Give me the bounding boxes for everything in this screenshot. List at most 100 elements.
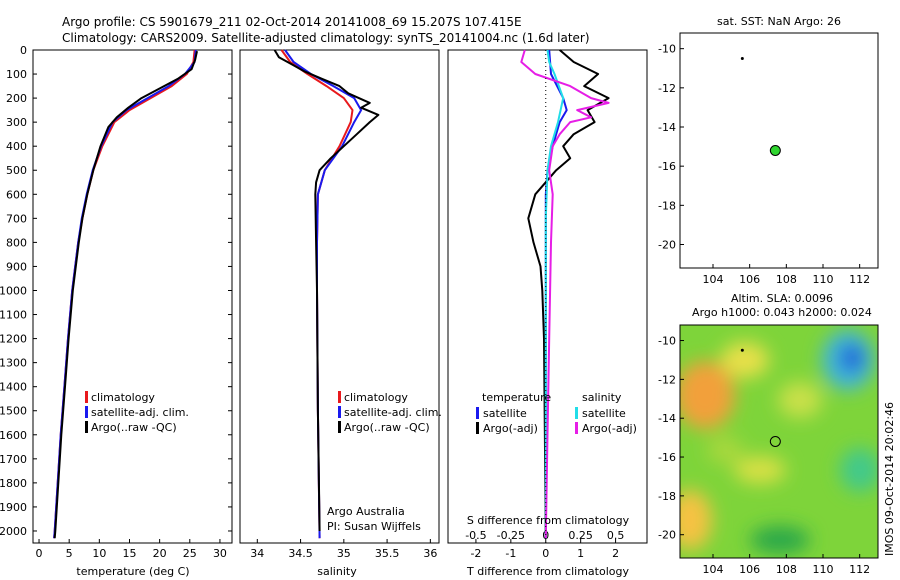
map-x-tick-label: 108 bbox=[776, 563, 797, 576]
x-tick-label: 2 bbox=[612, 547, 619, 560]
annotation-argo-australia: Argo Australia bbox=[327, 505, 405, 518]
position-map-markers bbox=[740, 56, 781, 156]
map-x-tick-label: 110 bbox=[813, 563, 834, 576]
map-y-tick-label: -14 bbox=[658, 412, 676, 425]
temperature-panel: 0100200300400500600700800900100011001200… bbox=[0, 44, 647, 578]
map-y-tick-label: -18 bbox=[658, 490, 676, 503]
s-difference-xlabel: S difference from climatology bbox=[467, 514, 630, 527]
salinity-series bbox=[273, 49, 380, 539]
map-y-tick-label: -18 bbox=[658, 199, 676, 212]
depth-tick-label: 2000 bbox=[0, 525, 27, 538]
position-map-title: sat. SST: NaN Argo: 26 bbox=[717, 15, 841, 28]
s-tick-label: 0.25 bbox=[568, 529, 593, 542]
depth-tick-label: 1100 bbox=[0, 309, 27, 322]
map-y-tick-label: -10 bbox=[658, 43, 676, 56]
float-position-marker bbox=[769, 145, 781, 156]
x-tick-label: 30 bbox=[213, 547, 227, 560]
map-y-tick-label: -10 bbox=[658, 335, 676, 348]
x-tick-label: 36 bbox=[423, 547, 437, 560]
altimetry-heatmap bbox=[680, 325, 878, 558]
legend-swatch-argo bbox=[338, 421, 341, 433]
series-line-s-argo-adj- bbox=[520, 49, 610, 539]
s-tick-label: 0.5 bbox=[607, 529, 625, 542]
legend-label-argo: Argo(..raw -QC) bbox=[91, 421, 177, 434]
legend-swatch-t_satellite bbox=[476, 407, 479, 419]
salinity-xlabel: salinity bbox=[317, 565, 357, 578]
map-y-tick-label: -20 bbox=[658, 529, 676, 542]
legend-swatch-climatology bbox=[338, 391, 341, 403]
depth-tick-label: 1300 bbox=[0, 357, 27, 370]
map-x-tick-label: 108 bbox=[776, 273, 797, 286]
altimetry-title-line1: Altim. SLA: 0.0096 bbox=[731, 292, 833, 305]
x-tick-label: 0 bbox=[542, 547, 549, 560]
position-map-panel: sat. SST: NaN Argo: 26 104 106 108 110 112 -1… bbox=[658, 15, 879, 286]
x-tick-label: 35 bbox=[337, 547, 351, 560]
depth-tick-label: 0 bbox=[20, 44, 27, 57]
depth-tick-label: 400 bbox=[6, 140, 27, 153]
map-x-tick-label: 112 bbox=[849, 273, 870, 286]
s-tick-label: -0.25 bbox=[497, 529, 525, 542]
x-tick-label: 34.5 bbox=[288, 547, 313, 560]
legend-label-t_argo: Argo(-adj) bbox=[483, 422, 538, 435]
depth-tick-label: 1600 bbox=[0, 429, 27, 442]
legend-swatch-s_satellite bbox=[575, 407, 578, 419]
legend-label-climatology: climatology bbox=[344, 391, 408, 404]
x-tick-label: -1 bbox=[505, 547, 516, 560]
altimetry-title-line2: Argo h1000: 0.043 h2000: 0.024 bbox=[692, 306, 872, 319]
x-tick-label: 35.5 bbox=[375, 547, 400, 560]
depth-tick-label: 1700 bbox=[0, 453, 27, 466]
altimetry-markers bbox=[740, 348, 781, 447]
legend-swatch-t_argo bbox=[476, 422, 479, 434]
temperature-series bbox=[53, 49, 198, 539]
difference-legend: temperature salinity satellite Argo(-adj) sa… bbox=[476, 391, 637, 435]
difference-series bbox=[520, 49, 610, 543]
depth-tick-label: 300 bbox=[6, 116, 27, 129]
position-map-axes: 104 106 108 110 112 -10 -12 -14 -16 -18 -20 bbox=[658, 43, 870, 286]
depth-tick-label: 700 bbox=[6, 212, 27, 225]
legend-label-s_satellite: satellite bbox=[582, 407, 626, 420]
legend-label-climatology: climatology bbox=[91, 391, 155, 404]
x-tick-label: 25 bbox=[183, 547, 197, 560]
depth-tick-label: 500 bbox=[6, 164, 27, 177]
previous-position-marker bbox=[740, 348, 744, 352]
temperature-axes-box bbox=[32, 49, 233, 544]
legend-label-s_argo: Argo(-adj) bbox=[582, 422, 637, 435]
map-x-tick-label: 112 bbox=[849, 563, 870, 576]
depth-tick-label: 800 bbox=[6, 236, 27, 249]
x-tick-label: -2 bbox=[470, 547, 481, 560]
legend-salinity-header: salinity bbox=[582, 391, 622, 404]
x-tick-label: 5 bbox=[66, 547, 73, 560]
map-x-tick-label: 106 bbox=[739, 563, 760, 576]
altimetry-axes: 104 106 108 110 112 -10 -12 -14 -16 -18 -20 bbox=[658, 335, 870, 576]
map-y-tick-label: -16 bbox=[658, 451, 676, 464]
legend-label-satellite: satellite-adj. clim. bbox=[91, 406, 189, 419]
s-tick-label: -0.5 bbox=[465, 529, 486, 542]
map-x-tick-label: 110 bbox=[813, 273, 834, 286]
temperature-legend: climatology satellite-adj. clim. Argo(..ra… bbox=[85, 391, 189, 434]
depth-tick-label: 600 bbox=[6, 188, 27, 201]
float-position-marker bbox=[769, 436, 781, 447]
salinity-axes-box bbox=[239, 49, 440, 544]
salinity-panel: 34 34.5 35 35.5 36 climatology satellite-adj.… bbox=[239, 49, 442, 578]
depth-tick-label: 1800 bbox=[0, 477, 27, 490]
depth-tick-label: 900 bbox=[6, 260, 27, 273]
x-tick-label: 1 bbox=[577, 547, 584, 560]
annotation-pi: PI: Susan Wijffels bbox=[327, 520, 421, 533]
salinity-x-axis: 34 34.5 35 35.5 36 bbox=[250, 539, 437, 560]
legend-swatch-satellite bbox=[85, 406, 88, 418]
series-line-s-satellite bbox=[544, 49, 565, 539]
t-difference-xlabel: T difference from climatology bbox=[466, 565, 629, 578]
legend-label-satellite: satellite-adj. clim. bbox=[344, 406, 442, 419]
imos-credit: IMOS 09-Oct-2014 20:02:46 bbox=[883, 402, 896, 556]
map-y-tick-label: -20 bbox=[658, 239, 676, 252]
altimetry-map-panel: Altim. SLA: 0.0096 Argo h1000: 0.043 h20… bbox=[658, 292, 896, 576]
map-y-tick-label: -12 bbox=[658, 373, 676, 386]
map-x-tick-label: 104 bbox=[703, 563, 724, 576]
depth-tick-label: 1000 bbox=[0, 284, 27, 297]
difference-panel: -2 -1 0 1 2-0.5 -0.25 0 0.25 0.5 temperature sali… bbox=[447, 49, 648, 578]
x-tick-label: 10 bbox=[92, 547, 106, 560]
temperature-xlabel: temperature (deg C) bbox=[76, 565, 189, 578]
previous-position-marker bbox=[740, 56, 744, 60]
map-y-tick-label: -14 bbox=[658, 121, 676, 134]
x-tick-label: 15 bbox=[122, 547, 136, 560]
